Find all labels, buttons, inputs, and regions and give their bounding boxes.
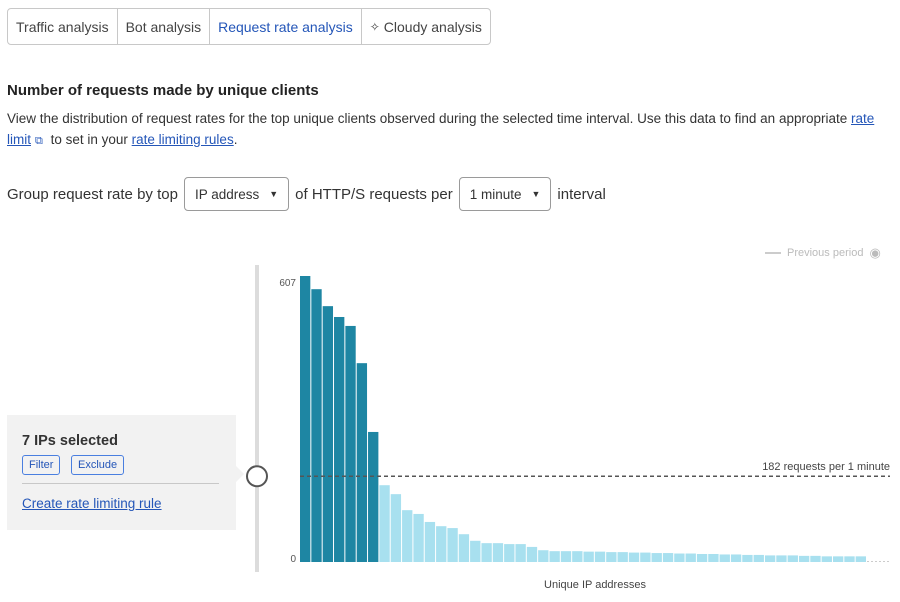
- select-value: 1 minute: [469, 186, 522, 202]
- bar[interactable]: [810, 555, 821, 562]
- group-by-select[interactable]: IP address ▼: [183, 177, 290, 211]
- bar[interactable]: [753, 554, 764, 562]
- bar[interactable]: [560, 551, 572, 562]
- selection-panel: 7 IPs selected Filter Exclude Create rat…: [7, 415, 236, 530]
- bar[interactable]: [662, 553, 674, 562]
- bar[interactable]: [447, 528, 458, 562]
- analysis-tabs: Traffic analysis Bot analysis Request ra…: [7, 8, 491, 45]
- select-value: IP address: [194, 186, 260, 202]
- rate-limit-link[interactable]: rate limit: [7, 111, 875, 147]
- bar[interactable]: [628, 552, 640, 562]
- filter-button[interactable]: Filter: [22, 455, 61, 475]
- divider: [22, 483, 219, 484]
- y-tick-max: 607: [279, 278, 296, 289]
- bar[interactable]: [390, 494, 402, 562]
- bar[interactable]: [583, 551, 594, 562]
- bar[interactable]: [776, 555, 787, 562]
- legend-line-icon: [765, 251, 781, 255]
- bar[interactable]: [798, 555, 810, 562]
- rate-limiting-rules-link[interactable]: rate limiting rules: [131, 132, 234, 147]
- sparkle-icon: ✧: [369, 19, 380, 34]
- bar[interactable]: [821, 556, 832, 562]
- threshold-slider-track[interactable]: [255, 265, 259, 572]
- bar[interactable]: [742, 554, 753, 562]
- tab-cloudy-analysis[interactable]: ✧ Cloudy analysis: [362, 9, 490, 44]
- bar[interactable]: [504, 544, 515, 562]
- group-middle: of HTTP/S requests per: [295, 185, 453, 203]
- y-tick-zero: 0: [290, 554, 296, 565]
- x-axis-label: Unique IP addresses: [544, 579, 646, 591]
- group-prefix: Group request rate by top: [7, 185, 178, 203]
- bar[interactable]: [436, 526, 447, 562]
- bar[interactable]: [696, 553, 708, 562]
- desc-text: to set in your: [46, 132, 132, 147]
- bar[interactable]: [515, 544, 526, 562]
- group-controls: Group request rate by top IP address ▼ of…: [7, 177, 606, 211]
- bar[interactable]: [730, 554, 742, 562]
- bar[interactable]: [764, 555, 776, 562]
- bar[interactable]: [787, 555, 798, 562]
- bar[interactable]: [492, 543, 504, 562]
- bar[interactable]: [832, 556, 844, 562]
- chevron-down-icon: ▼: [269, 189, 279, 199]
- bar[interactable]: [402, 510, 413, 562]
- selection-title: 7 IPs selected: [22, 433, 118, 449]
- bar[interactable]: [719, 554, 730, 562]
- tab-traffic-analysis[interactable]: Traffic analysis: [8, 9, 118, 44]
- bar[interactable]: [334, 316, 345, 562]
- bar[interactable]: [674, 553, 685, 562]
- chevron-down-icon: ▼: [531, 189, 541, 199]
- tab-request-rate-analysis[interactable]: Request rate analysis: [210, 9, 362, 44]
- bar[interactable]: [300, 276, 311, 562]
- bar[interactable]: [379, 485, 390, 562]
- bar[interactable]: [594, 551, 606, 562]
- bar[interactable]: [549, 551, 560, 562]
- bar[interactable]: [617, 552, 628, 562]
- bar[interactable]: [538, 550, 549, 562]
- bar[interactable]: [345, 325, 356, 562]
- bar[interactable]: [458, 534, 470, 562]
- group-suffix: interval: [557, 185, 606, 203]
- interval-select[interactable]: 1 minute ▼: [458, 177, 552, 211]
- exclude-button[interactable]: Exclude: [71, 455, 125, 475]
- create-rate-limiting-rule-link[interactable]: Create rate limiting rule: [22, 496, 162, 511]
- eye-icon: ◉: [869, 245, 881, 260]
- bar[interactable]: [651, 553, 662, 562]
- bar[interactable]: [322, 306, 334, 562]
- bar[interactable]: [685, 553, 696, 562]
- desc-text: View the distribution of request rates f…: [7, 111, 851, 126]
- bar[interactable]: [572, 551, 583, 562]
- external-link-icon: ⧉: [35, 135, 43, 147]
- bar[interactable]: [311, 289, 322, 562]
- bar[interactable]: [470, 540, 481, 562]
- panel-pointer: [236, 466, 244, 482]
- bar[interactable]: [424, 521, 436, 562]
- threshold-label: 182 requests per 1 minute: [762, 461, 890, 473]
- bar[interactable]: [640, 552, 651, 562]
- bar[interactable]: [481, 543, 492, 562]
- section-title: Number of requests made by unique client…: [7, 82, 319, 99]
- legend-label: Previous period: [787, 247, 864, 259]
- bar[interactable]: [356, 363, 368, 562]
- bar[interactable]: [844, 556, 855, 562]
- previous-period-toggle[interactable]: Previous period ◉: [765, 245, 881, 261]
- tab-bot-analysis[interactable]: Bot analysis: [118, 9, 211, 44]
- bar[interactable]: [855, 556, 866, 562]
- bar[interactable]: [708, 553, 719, 562]
- bar[interactable]: [413, 513, 424, 562]
- bar[interactable]: [526, 546, 538, 562]
- tab-label: Cloudy analysis: [383, 18, 482, 35]
- bar[interactable]: [606, 552, 617, 562]
- bar[interactable]: [368, 431, 379, 562]
- desc-text: .: [233, 132, 238, 147]
- section-description: View the distribution of request rates f…: [7, 108, 877, 152]
- threshold-slider-handle[interactable]: [246, 465, 268, 488]
